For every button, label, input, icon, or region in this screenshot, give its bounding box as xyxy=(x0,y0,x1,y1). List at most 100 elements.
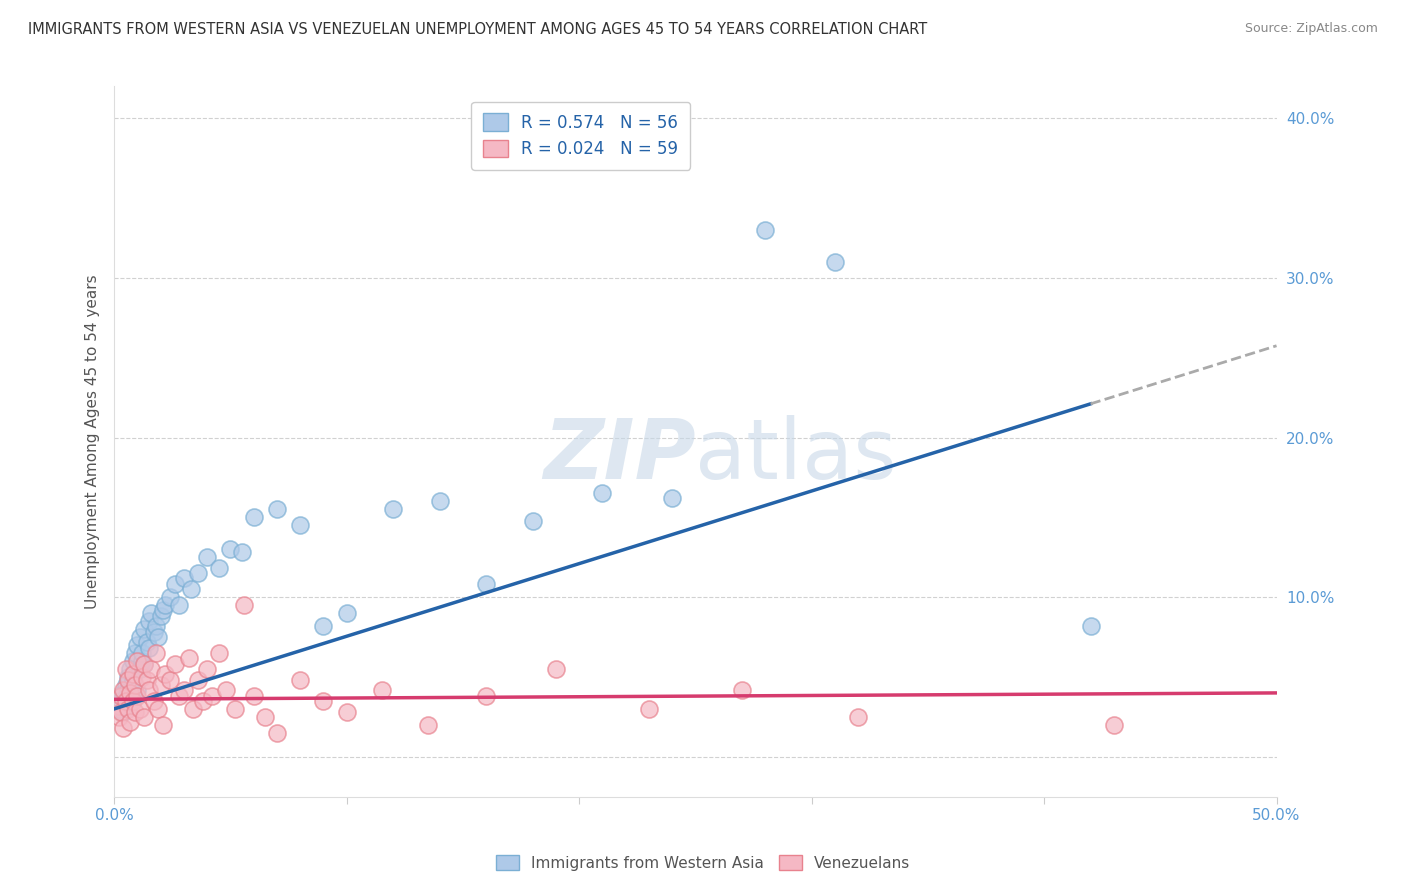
Point xyxy=(114,662,136,676)
Y-axis label: Unemployment Among Ages 45 to 54 years: Unemployment Among Ages 45 to 54 years xyxy=(86,274,100,609)
Legend: R = 0.574   N = 56, R = 0.024   N = 59: R = 0.574 N = 56, R = 0.024 N = 59 xyxy=(471,102,690,169)
Point xyxy=(117,670,139,684)
Point xyxy=(138,641,160,656)
Point xyxy=(134,710,156,724)
Point xyxy=(429,494,451,508)
Point xyxy=(754,223,776,237)
Point xyxy=(112,721,135,735)
Point xyxy=(117,682,139,697)
Point xyxy=(138,614,160,628)
Point xyxy=(120,686,142,700)
Point xyxy=(159,590,181,604)
Point xyxy=(416,718,439,732)
Point xyxy=(141,662,163,676)
Point xyxy=(163,657,186,672)
Point xyxy=(336,705,359,719)
Point xyxy=(114,689,136,703)
Point xyxy=(128,702,150,716)
Point xyxy=(134,657,156,672)
Point xyxy=(208,561,231,575)
Point xyxy=(121,673,143,688)
Point xyxy=(242,689,264,703)
Point xyxy=(124,678,146,692)
Point xyxy=(128,662,150,676)
Point xyxy=(169,598,191,612)
Point xyxy=(134,657,156,672)
Point xyxy=(128,630,150,644)
Point xyxy=(195,662,218,676)
Point xyxy=(312,619,335,633)
Point xyxy=(288,518,311,533)
Point xyxy=(121,694,143,708)
Point xyxy=(382,502,405,516)
Point xyxy=(336,606,359,620)
Text: ZIP: ZIP xyxy=(543,415,696,496)
Point xyxy=(110,694,132,708)
Point xyxy=(142,694,165,708)
Point xyxy=(149,678,172,692)
Point xyxy=(131,670,153,684)
Point xyxy=(114,694,136,708)
Point xyxy=(124,689,146,703)
Point xyxy=(155,666,177,681)
Point xyxy=(242,510,264,524)
Text: Source: ZipAtlas.com: Source: ZipAtlas.com xyxy=(1244,22,1378,36)
Point xyxy=(121,666,143,681)
Point xyxy=(148,702,170,716)
Point xyxy=(138,682,160,697)
Point xyxy=(1080,619,1102,633)
Point xyxy=(522,514,544,528)
Point xyxy=(219,542,242,557)
Point xyxy=(215,682,238,697)
Point xyxy=(824,255,846,269)
Point xyxy=(475,577,498,591)
Point xyxy=(108,698,131,713)
Point xyxy=(224,702,246,716)
Point xyxy=(127,689,149,703)
Point xyxy=(187,673,209,688)
Point xyxy=(135,635,157,649)
Point xyxy=(148,630,170,644)
Point xyxy=(110,705,132,719)
Point xyxy=(127,654,149,668)
Point xyxy=(233,598,256,612)
Point xyxy=(155,598,177,612)
Point xyxy=(152,603,174,617)
Point xyxy=(187,566,209,581)
Point xyxy=(312,694,335,708)
Point xyxy=(163,577,186,591)
Point xyxy=(173,571,195,585)
Point xyxy=(121,654,143,668)
Point xyxy=(127,682,149,697)
Point xyxy=(177,650,200,665)
Point xyxy=(131,654,153,668)
Point xyxy=(1102,718,1125,732)
Point xyxy=(208,646,231,660)
Point xyxy=(145,646,167,660)
Point xyxy=(124,705,146,719)
Point xyxy=(231,545,253,559)
Point xyxy=(141,606,163,620)
Point xyxy=(114,678,136,692)
Point xyxy=(254,710,277,724)
Point xyxy=(731,682,754,697)
Point xyxy=(370,682,392,697)
Point xyxy=(127,638,149,652)
Point xyxy=(131,646,153,660)
Point xyxy=(134,622,156,636)
Point xyxy=(266,502,288,516)
Point xyxy=(112,686,135,700)
Point xyxy=(120,694,142,708)
Point xyxy=(159,673,181,688)
Point xyxy=(266,726,288,740)
Point xyxy=(191,694,214,708)
Text: atlas: atlas xyxy=(696,415,897,496)
Point xyxy=(142,625,165,640)
Point xyxy=(120,662,142,676)
Point xyxy=(145,619,167,633)
Point xyxy=(149,609,172,624)
Point xyxy=(110,689,132,703)
Point xyxy=(195,550,218,565)
Point xyxy=(591,486,613,500)
Point xyxy=(108,710,131,724)
